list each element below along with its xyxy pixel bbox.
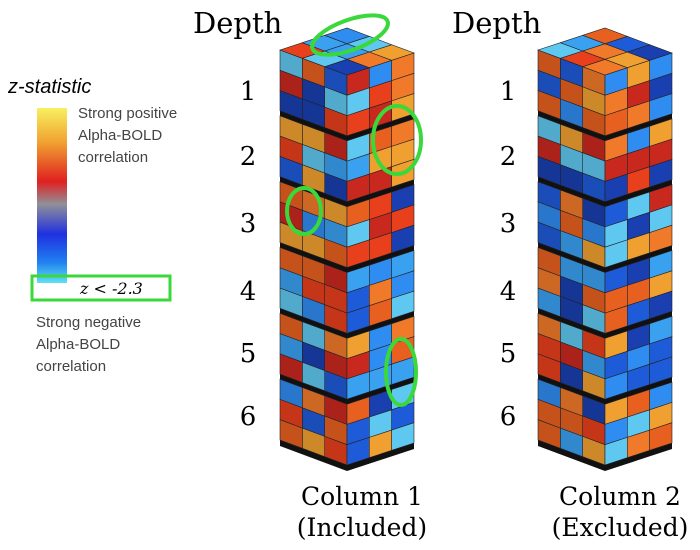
voxel-column <box>537 27 673 471</box>
bottom-label: Strong negative <box>36 314 141 331</box>
voxel <box>649 290 673 320</box>
threshold-box <box>30 274 172 302</box>
voxel <box>537 287 561 318</box>
voxel <box>649 158 673 188</box>
colorbar-legend: z-statistic Strong positive Alpha-BOLD c… <box>7 76 177 375</box>
voxel <box>279 90 303 120</box>
top-label: Alpha-BOLD <box>78 127 162 144</box>
depth-label: 4 <box>500 277 517 307</box>
voxel <box>391 290 415 320</box>
colorbar <box>37 108 67 283</box>
highlight <box>371 104 423 176</box>
voxel <box>537 419 561 449</box>
column-caption: Column 2 <box>559 482 681 511</box>
threshold-label: z < -2.3 <box>79 279 143 298</box>
depth-label: 4 <box>240 277 257 307</box>
voxel <box>537 353 561 383</box>
depth-label: 2 <box>500 142 517 172</box>
depth-label: 6 <box>500 402 517 432</box>
voxel <box>649 224 673 254</box>
voxel <box>537 90 561 120</box>
column-caption: (Excluded) <box>552 513 689 542</box>
column-header: Depth <box>193 6 282 40</box>
column-header: Depth <box>452 6 541 40</box>
voxel <box>391 422 415 451</box>
voxel <box>537 221 561 252</box>
columns <box>279 27 673 471</box>
bottom-label: Alpha-BOLD <box>36 336 120 353</box>
voxel <box>279 287 303 318</box>
depth-label: 1 <box>240 77 257 107</box>
top-label: correlation <box>78 149 148 166</box>
depth-label: 6 <box>240 402 257 432</box>
voxel <box>279 419 303 449</box>
depth-label: 3 <box>500 209 517 239</box>
voxel <box>279 353 303 383</box>
highlight <box>310 13 390 57</box>
voxel-top <box>581 27 629 45</box>
highlight <box>384 337 418 407</box>
voxel <box>649 356 673 385</box>
depth-label: 2 <box>240 142 257 172</box>
voxel <box>279 155 303 186</box>
voxel-top <box>323 27 371 45</box>
depth-label: 5 <box>500 339 517 369</box>
column-caption: Column 1 <box>301 482 423 511</box>
voxel <box>279 221 303 252</box>
voxel <box>649 422 673 451</box>
highlight <box>285 186 323 236</box>
voxel <box>649 93 673 122</box>
highlights <box>285 13 423 407</box>
top-label: Strong positive <box>78 105 177 122</box>
depth-label: 5 <box>240 339 257 369</box>
voxel-column <box>279 27 415 471</box>
voxel <box>537 155 561 186</box>
legend-title: z-statistic <box>7 76 91 98</box>
depth-label: 1 <box>500 77 517 107</box>
voxel <box>391 224 415 254</box>
bottom-label: correlation <box>36 358 106 375</box>
column-caption: (Included) <box>297 513 427 542</box>
depth-label: 3 <box>240 209 257 239</box>
